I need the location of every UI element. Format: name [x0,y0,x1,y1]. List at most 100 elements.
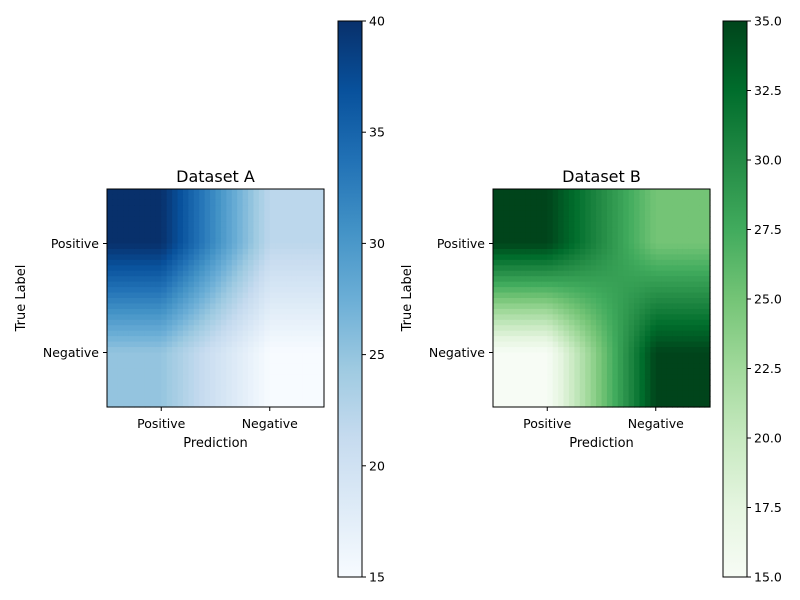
heatmap-pixel [552,390,559,397]
heatmap-pixel [177,314,184,321]
heatmap-pixel [161,243,168,250]
heatmap-pixel [682,363,689,370]
heatmap-pixel [623,243,630,250]
heatmap-pixel [617,357,624,364]
heatmap-pixel [596,319,603,326]
heatmap-pixel [112,205,119,212]
heatmap-pixel [302,357,309,364]
heatmap-pixel [612,276,619,283]
heatmap-pixel [574,347,581,354]
heatmap-pixel [166,292,173,299]
heatmap-pixel [672,281,679,288]
heatmap-pixel [699,205,706,212]
heatmap-pixel [644,276,651,283]
heatmap-pixel [199,368,206,375]
heatmap-pixel [177,298,184,305]
heatmap-pixel [558,221,565,228]
heatmap-pixel [585,298,592,305]
heatmap-pixel [220,248,227,255]
heatmap-area [107,189,325,408]
heatmap-pixel [237,189,244,196]
heatmap-pixel [503,205,510,212]
heatmap-pixel [177,189,184,196]
heatmap-pixel [574,210,581,217]
heatmap-pixel [302,281,309,288]
heatmap-pixel [699,210,706,217]
heatmap-pixel [693,238,700,245]
heatmap-pixel [493,227,500,234]
heatmap-pixel [296,243,303,250]
heatmap-pixel [144,374,151,381]
heatmap-pixel [188,298,195,305]
heatmap-pixel [530,390,537,397]
heatmap-pixel [242,303,249,310]
heatmap-pixel [503,232,510,239]
heatmap-pixel [112,281,119,288]
heatmap-pixel [307,401,314,408]
heatmap-pixel [661,374,668,381]
heatmap-pixel [617,330,624,337]
heatmap-pixel [655,287,662,294]
heatmap-pixel [237,396,244,403]
heatmap-pixel [655,276,662,283]
heatmap-pixel [313,303,320,310]
heatmap-pixel [574,227,581,234]
heatmap-pixel [509,276,516,283]
heatmap-pixel [650,352,657,359]
heatmap-pixel [493,379,500,386]
heatmap-pixel [107,292,114,299]
heatmap-pixel [150,232,157,239]
x-tick-label: Negative [628,416,684,431]
heatmap-pixel [688,368,695,375]
heatmap-pixel [493,363,500,370]
heatmap-pixel [128,396,135,403]
heatmap-pixel [215,357,222,364]
heatmap-pixel [280,292,287,299]
heatmap-pixel [307,210,314,217]
heatmap-pixel [128,270,135,277]
y-axis-label: True Label [400,265,415,333]
heatmap-pixel [503,254,510,261]
heatmap-pixel [606,199,613,206]
heatmap-pixel [574,308,581,315]
heatmap-pixel [650,308,657,315]
heatmap-pixel [661,298,668,305]
heatmap-pixel [166,303,173,310]
heatmap-pixel [253,287,260,294]
heatmap-pixel [248,314,255,321]
heatmap-pixel [161,330,168,337]
heatmap-pixel [204,292,211,299]
heatmap-pixel [585,216,592,223]
heatmap-pixel [296,303,303,310]
heatmap-pixel [291,379,298,386]
heatmap-pixel [291,281,298,288]
heatmap-pixel [682,287,689,294]
heatmap-pixel [193,336,200,343]
heatmap-pixel [688,325,695,332]
heatmap-pixel [628,401,635,408]
heatmap-pixel [503,308,510,315]
heatmap-pixel [302,221,309,228]
heatmap-pixel [509,227,516,234]
heatmap-pixel [606,287,613,294]
heatmap-pixel [107,248,114,255]
heatmap-pixel [503,276,510,283]
heatmap-pixel [313,298,320,305]
heatmap-pixel [107,357,114,364]
heatmap-pixel [547,347,554,354]
heatmap-pixel [547,210,554,217]
heatmap-pixel [552,238,559,245]
heatmap-pixel [688,194,695,201]
heatmap-pixel [509,325,516,332]
heatmap-pixel [280,205,287,212]
heatmap-pixel [226,287,233,294]
heatmap-pixel [672,216,679,223]
heatmap-pixel [650,259,657,266]
heatmap-pixel [493,374,500,381]
heatmap-pixel [568,205,575,212]
heatmap-pixel [296,281,303,288]
heatmap-pixel [547,385,554,392]
heatmap-pixel [253,227,260,234]
heatmap-pixel [177,287,184,294]
heatmap-pixel [677,401,684,408]
